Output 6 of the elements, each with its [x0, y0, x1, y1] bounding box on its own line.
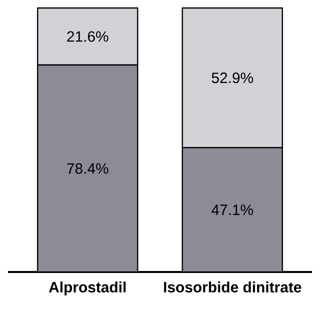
data-label: 21.6% — [67, 31, 108, 42]
data-label: 78.4% — [67, 163, 108, 174]
data-label: 47.1% — [212, 204, 254, 216]
data-label: 52.9% — [212, 72, 254, 84]
x-tick-label: Alprostadil — [48, 281, 126, 296]
x-tick-label: Isosorbide dinitrate — [164, 281, 302, 292]
